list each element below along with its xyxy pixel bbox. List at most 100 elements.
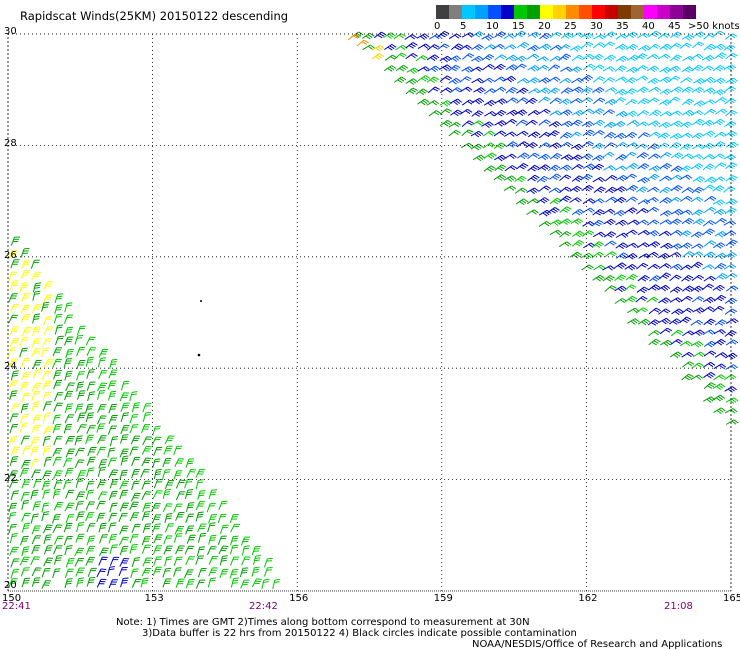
wind-barb	[41, 370, 52, 380]
wind-barb	[514, 109, 528, 116]
wind-barb	[32, 414, 42, 424]
wind-barb	[152, 523, 161, 534]
wind-barb	[604, 285, 617, 292]
wind-barb	[625, 273, 638, 281]
wind-barb	[142, 403, 152, 413]
wind-barb	[53, 313, 63, 324]
wind-barb	[527, 65, 540, 72]
wind-barb	[85, 356, 94, 367]
wind-barb	[459, 76, 472, 83]
wind-barb	[560, 32, 574, 39]
wind-barb	[153, 545, 163, 555]
legend-label: 15	[512, 21, 525, 32]
wind-barb	[131, 578, 142, 588]
lat-tick-label: 22	[4, 472, 17, 484]
wind-barb	[547, 207, 560, 214]
legend-swatch	[475, 5, 488, 19]
wind-barb	[439, 100, 453, 107]
wind-barb	[526, 53, 540, 60]
wind-barb	[624, 151, 637, 159]
wind-barb	[129, 414, 139, 424]
wind-barb	[208, 489, 218, 499]
lon-tick-label: 162	[578, 593, 598, 604]
wind-barb	[74, 447, 85, 457]
wind-barb	[591, 163, 605, 171]
wind-barb	[129, 424, 139, 434]
wind-barb	[252, 554, 261, 566]
wind-barb	[163, 545, 173, 555]
wind-barb	[65, 382, 75, 392]
wind-barb	[241, 556, 251, 566]
wind-barb	[580, 74, 594, 82]
wind-barb	[462, 53, 475, 60]
wind-barb	[627, 54, 640, 62]
wind-barb	[571, 77, 584, 84]
wind-barb	[8, 271, 18, 281]
wind-barb	[648, 86, 661, 93]
legend-swatch	[566, 5, 579, 19]
wind-barb	[659, 175, 672, 182]
wind-barb	[693, 31, 706, 38]
wind-barb	[692, 176, 706, 183]
wind-barb	[679, 340, 693, 347]
wind-barb	[417, 43, 431, 49]
lon-tick-label: 165	[723, 593, 740, 604]
wind-barb	[691, 110, 704, 116]
wind-barb	[185, 525, 195, 535]
wind-barb	[21, 445, 32, 455]
wind-barb	[461, 129, 474, 137]
wind-barb	[64, 326, 74, 337]
wind-barb	[701, 65, 714, 72]
wind-barb	[648, 284, 661, 291]
legend-swatch	[657, 5, 670, 19]
wind-barb	[54, 324, 63, 335]
wind-barb	[229, 514, 239, 524]
wind-barb	[415, 55, 428, 62]
legend-label: 35	[616, 21, 629, 32]
contamination-dot	[200, 300, 202, 302]
wind-barb	[701, 264, 715, 270]
wind-barb	[614, 274, 627, 282]
wind-barb	[426, 76, 439, 84]
wind-barb	[184, 545, 195, 555]
wind-barb	[239, 567, 249, 578]
wind-barb	[636, 86, 649, 94]
wind-barb	[659, 219, 673, 225]
wind-barb	[41, 502, 50, 513]
wind-barb	[614, 186, 627, 193]
wind-barb	[448, 77, 461, 85]
wind-barb	[448, 55, 462, 62]
wind-barb	[724, 352, 738, 360]
wind-barb	[592, 42, 606, 49]
wind-barb	[219, 555, 228, 566]
wind-barb	[21, 259, 31, 269]
wind-barb	[21, 522, 31, 533]
wind-barb	[580, 252, 594, 260]
wind-barb	[63, 358, 73, 368]
wind-barb	[516, 97, 529, 104]
wind-barb	[217, 513, 227, 524]
wind-barb	[602, 151, 615, 159]
wind-barb	[713, 374, 726, 381]
wind-barb	[558, 44, 571, 51]
wind-barb	[208, 534, 217, 545]
wind-barb	[680, 295, 693, 303]
wind-barb	[569, 197, 582, 203]
wind-barb	[141, 567, 152, 577]
wind-barb	[141, 445, 152, 455]
wind-barb	[240, 536, 251, 546]
wind-barb	[52, 414, 61, 425]
wind-barb	[723, 64, 737, 71]
wind-barb	[548, 187, 562, 194]
wind-barb	[384, 43, 397, 51]
wind-barb	[86, 369, 95, 379]
wind-barb	[637, 163, 650, 170]
wind-barb	[715, 273, 728, 280]
wind-barb	[538, 108, 551, 115]
wind-barb	[723, 85, 736, 93]
wind-barb	[658, 53, 671, 60]
note-line-1: Note: 1) Times are GMT 2)Times along bot…	[116, 617, 530, 628]
wind-barb	[32, 290, 41, 301]
wind-barb	[538, 119, 551, 126]
wind-barb	[42, 401, 52, 411]
